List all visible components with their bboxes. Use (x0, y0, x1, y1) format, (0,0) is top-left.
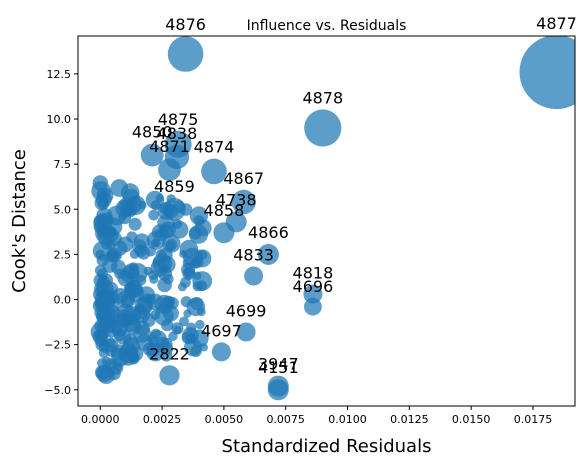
cluster-point (162, 296, 174, 308)
cluster-point (108, 232, 122, 246)
cluster-point (98, 199, 109, 210)
data-point-4696 (304, 298, 322, 316)
cluster-point (197, 308, 206, 317)
cluster-point (118, 211, 131, 224)
x-tick-label: 0.0150 (452, 413, 491, 426)
point-label-4866: 4866 (248, 223, 289, 242)
point-label-4867: 4867 (223, 169, 264, 188)
data-point-4878 (304, 109, 341, 146)
cluster-point (104, 321, 116, 333)
data-point-2822 (159, 365, 179, 385)
point-label-4696: 4696 (293, 277, 334, 296)
data-point-4833 (244, 267, 263, 286)
cluster-point (148, 210, 159, 221)
cluster-point (112, 288, 128, 304)
cluster-point (102, 357, 112, 367)
y-tick-label: 0.0 (54, 294, 72, 307)
cluster-point (182, 327, 199, 344)
point-label-4876: 4876 (165, 15, 206, 34)
data-point-4859 (163, 198, 186, 221)
cluster-point (183, 248, 203, 268)
y-tick-label: 7.5 (54, 158, 72, 171)
point-label-4697: 4697 (201, 321, 242, 340)
cluster-point (93, 287, 108, 302)
data-point-4876 (168, 36, 204, 72)
data-point-4858 (213, 222, 234, 243)
point-label-4877: 4877 (536, 14, 577, 33)
x-tick-label: 0.0125 (390, 413, 429, 426)
point-label-2822: 2822 (149, 344, 190, 363)
cluster-point (151, 200, 161, 210)
data-point-4151 (268, 379, 289, 400)
y-tick-label: 5.0 (54, 203, 72, 216)
x-tick-label: 0.0000 (81, 413, 120, 426)
y-tick-label: 12.5 (47, 68, 72, 81)
cluster-point (126, 195, 146, 215)
cluster-point (147, 231, 166, 250)
cluster-point (114, 329, 126, 341)
cluster-point (153, 258, 162, 267)
x-tick-label: 0.0050 (205, 413, 244, 426)
cluster-point (95, 329, 106, 340)
y-tick-label: 10.0 (47, 113, 72, 126)
point-label-4699: 4699 (226, 302, 267, 321)
point-label-4858: 4858 (204, 201, 245, 220)
cluster-point (105, 339, 119, 353)
y-tick-label: 2.5 (54, 248, 72, 261)
x-tick-label: 0.0025 (143, 413, 182, 426)
cluster-point (96, 216, 104, 224)
point-label-4874: 4874 (194, 138, 235, 157)
cluster-point (126, 231, 137, 242)
y-axis-title: Cook's Distance (9, 149, 30, 293)
cluster-point (163, 305, 179, 321)
cluster-point (129, 313, 138, 322)
cluster-point (93, 175, 108, 190)
point-label-4878: 4878 (302, 89, 343, 108)
cluster-point (142, 314, 155, 327)
point-label-4151: 4151 (258, 358, 299, 377)
cluster-point (107, 250, 117, 260)
cluster-point (123, 263, 139, 279)
y-tick-label: −5.0 (44, 384, 71, 397)
x-axis-ticks: 0.0000 0.0025 0.0050 0.0075 0.0100 0.0125 0.01… (81, 406, 552, 426)
cluster-point (96, 365, 113, 382)
cluster-point (192, 271, 212, 291)
point-label-4871: 4871 (149, 137, 190, 156)
data-point-4697 (212, 342, 231, 361)
y-tick-label: −2.5 (44, 339, 71, 352)
cluster-point (128, 352, 137, 361)
y-axis-ticks: −5.0 −2.5 0.0 2.5 5.0 7.5 10.0 12.5 (44, 68, 78, 397)
point-label-4833: 4833 (233, 246, 274, 265)
point-label-4859: 4859 (154, 177, 195, 196)
cluster-point (133, 325, 151, 343)
cluster-point (148, 270, 158, 280)
cluster-point (100, 274, 113, 287)
cluster-point (163, 274, 174, 285)
x-tick-label: 0.0175 (514, 413, 553, 426)
x-tick-label: 0.0075 (266, 413, 305, 426)
x-axis-title: Standardized Residuals (222, 436, 432, 457)
x-tick-label: 0.0100 (328, 413, 367, 426)
cluster-point (114, 269, 125, 280)
data-point-4877 (520, 35, 584, 109)
cluster-point (178, 282, 187, 291)
chart-title: Influence vs. Residuals (247, 18, 407, 34)
